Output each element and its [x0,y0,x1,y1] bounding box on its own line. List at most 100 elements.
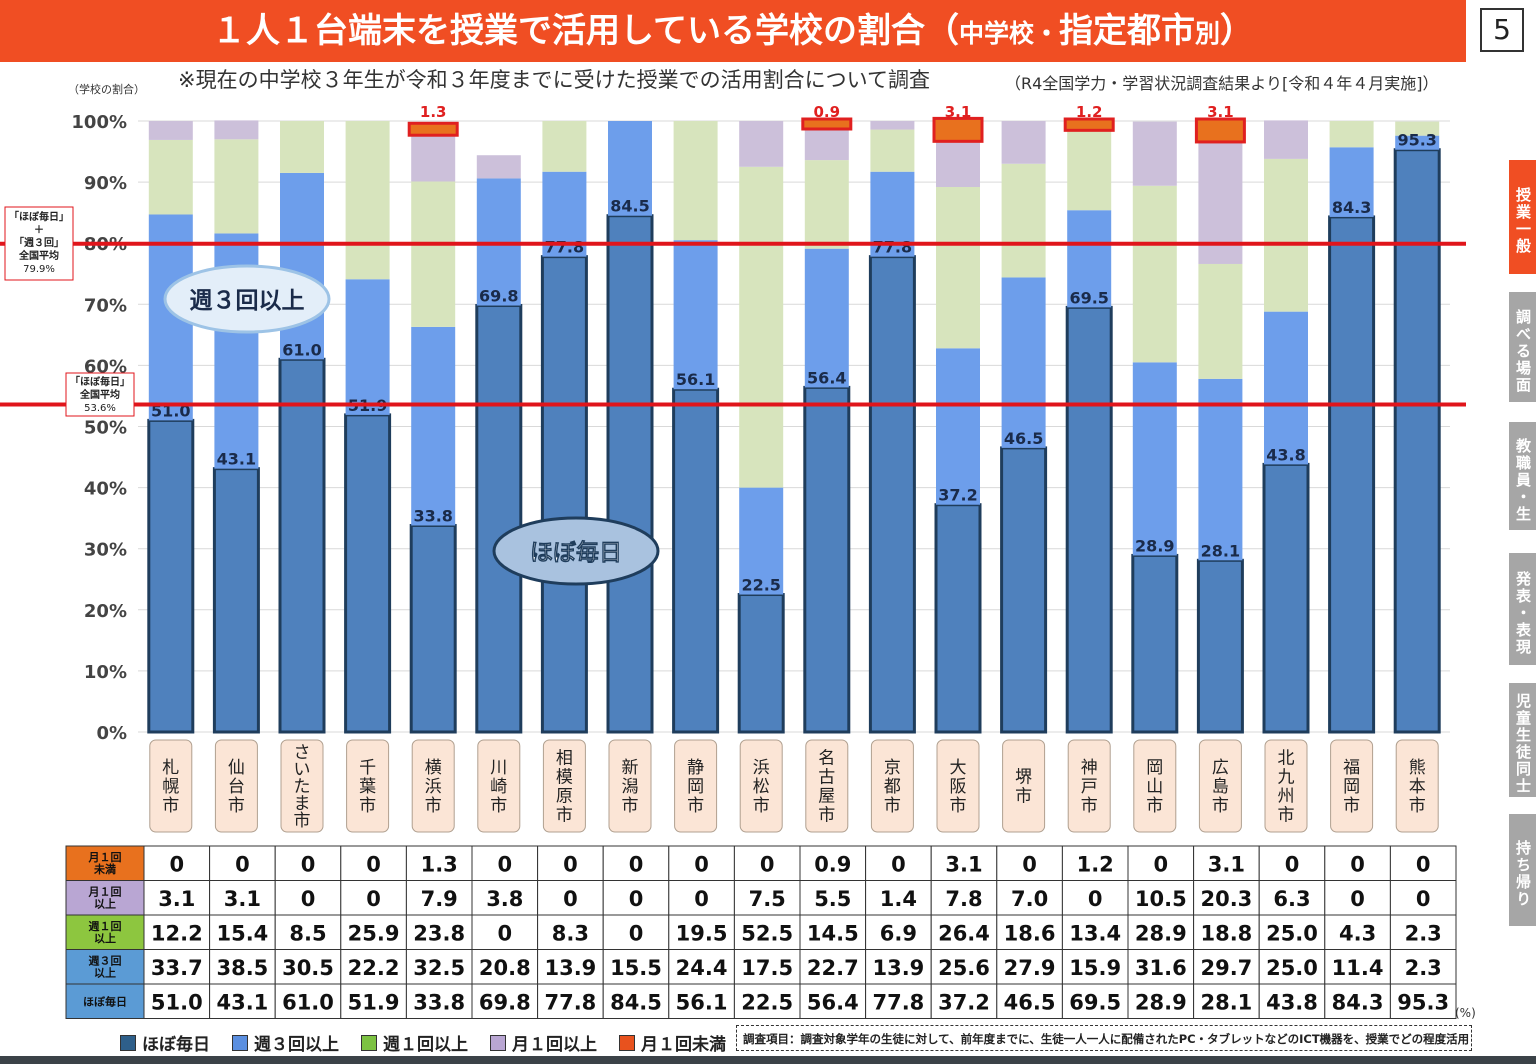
bar-segment-1 [934,503,982,734]
table-cell [274,949,342,985]
table-row-header-text: 未満 [93,862,116,876]
category-label-char: 市 [1146,796,1163,816]
table-cell [537,983,604,1019]
legend-label: 月１回未満 [641,1035,726,1055]
category-label-char: 京 [884,758,901,778]
table-row-header-text: 月１回 [88,850,122,864]
table-cell [143,983,211,1019]
y-tick-label: 30% [84,540,127,561]
table-cell-value: 19.5 [676,921,728,945]
bar-segment-2 [936,348,980,505]
bar-segment-1 [212,467,260,734]
bar-value-label: 69.8 [479,287,518,306]
table-cell-value: 20.3 [1200,887,1252,911]
bar-segment-2 [280,172,324,360]
ref-label-upper-line: 「週３回」 [14,236,64,249]
table-cell [1193,983,1260,1019]
side-tab-4[interactable]: 発表・表現 [1509,553,1536,665]
category-label-char: 千 [359,758,376,778]
table-cell [143,914,211,950]
table-cell-value: 28.9 [1135,990,1187,1014]
table-cell [733,949,801,985]
table-cell-value: 30.5 [282,956,334,980]
side-tab-6[interactable]: 持ち帰り [1509,814,1536,926]
category-box [346,739,390,833]
bar-value-label: 84.5 [610,197,649,216]
table-cell [996,983,1063,1019]
ref-label-lower-line: 全国平均 [79,388,120,401]
table-cell [1389,983,1457,1019]
legend-item: 週３回以上 [232,1030,339,1055]
table-cell-value: 18.6 [1004,921,1056,945]
table-cell-value: 4.3 [1339,921,1376,945]
bar-value-label: 22.5 [741,576,780,595]
bubble-weekly3 [163,264,331,334]
side-tab-1[interactable]: 授業一般 [1509,160,1536,274]
category-label-char: 都 [884,777,901,797]
bar-value-label: 56.4 [807,368,846,387]
category-box [280,739,324,833]
side-tab-3[interactable]: 教職員・生徒 [1487,422,1536,530]
table-cell [209,880,276,916]
bar-value-label: 69.5 [1069,288,1108,307]
category-label-char: 市 [294,811,311,831]
y-tick-label: 10% [84,662,127,683]
table-cell-value: 0 [563,852,578,876]
table-cell-value: 15.5 [610,956,662,980]
table-cell-value: 25.6 [938,956,990,980]
table-cell [799,949,867,985]
table-cell-value: 26.4 [938,921,990,945]
category-label-char: 九 [1278,768,1295,788]
category-label-char: 市 [884,796,901,816]
bar-segment-3 [542,121,587,172]
category-box [608,739,652,833]
table-cell-value: 0 [366,887,381,911]
table-cell-value: 22.2 [348,956,400,980]
bar-segment-4 [1132,121,1177,186]
bar-segment-2 [804,248,849,388]
bar-segment-1 [737,593,785,734]
category-label-char: 岡 [1146,758,1163,778]
table-cell-value: 3.1 [158,887,195,911]
title-sub-b: 学校・ [983,19,1059,48]
legend-item: ほぼ毎日 [120,1030,210,1055]
side-tab-5[interactable]: 児童生徒同士 [1509,683,1536,797]
category-label-char: 市 [359,796,376,816]
category-box [1002,739,1046,833]
table-row-header-text: ほぼ毎日 [83,994,127,1008]
bubble-daily-text: ほぼ毎日 [530,540,622,566]
category-label-char: 市 [1081,796,1098,816]
survey-notice: ※現在の中学校３年生が令和３年度までに受けた授業での活用割合について調査 [178,68,930,92]
category-label-char: た [294,777,311,797]
table-cell-value: 12.2 [151,921,203,945]
table-cell-value: 95.3 [1397,990,1449,1014]
table-cell [1258,949,1326,985]
bar-value-label: 43.1 [217,450,256,469]
top-value-label: 1.2 [1076,103,1103,121]
top-value-label: 3.1 [945,103,972,121]
table-cell [1324,983,1391,1019]
table-cell-value: 22.7 [807,956,859,980]
table-cell [1324,880,1391,916]
bar-segment-3 [1395,121,1440,136]
table-cell-value: 0.9 [814,852,851,876]
table-cell-value: 38.5 [216,956,268,980]
table-cell [537,914,604,950]
legend-swatch [361,1034,377,1051]
category-label-char: 浜 [753,758,770,778]
legend: ほぼ毎日 週３回以上 週１回以上 月１回以上 月１回未満 [120,1030,726,1055]
category-box [1133,739,1177,833]
table-cell-value: 0 [1285,852,1300,876]
table-row-header-text: 週１回 [89,919,122,933]
category-label-char: 北 [1278,749,1295,769]
bar-segment-2 [1198,378,1243,561]
table-cell-value: 77.8 [872,990,924,1014]
category-label-char: ま [294,794,311,814]
y-tick-label: 50% [84,418,127,439]
table-cell [930,845,998,881]
bar-segment-2 [608,121,652,216]
bar-segment-3 [1198,263,1243,379]
survey-item-note: 調査項目：調査対象学年の生徒に対して、前年度までに、生徒一人一人に配備されたPC… [736,1025,1472,1051]
category-label-char: 屋 [818,787,835,807]
side-tab-2[interactable]: 調べる場面 [1509,292,1536,402]
